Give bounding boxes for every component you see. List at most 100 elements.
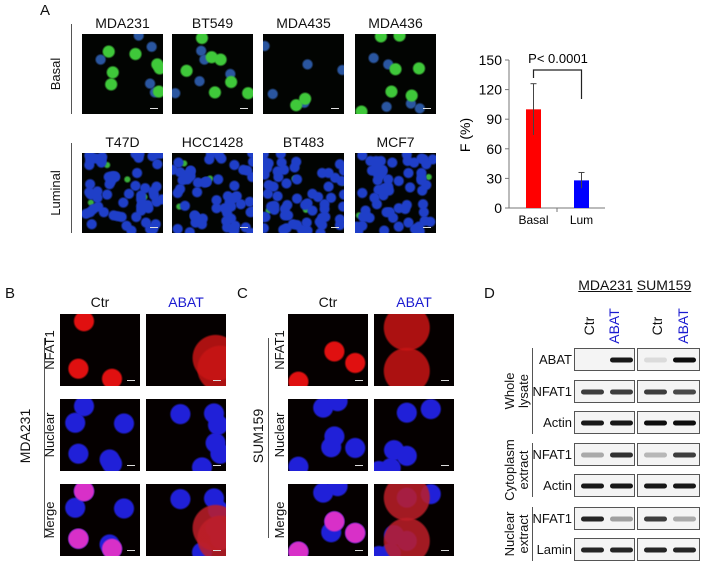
p-value-annotation: P< 0.0001 xyxy=(528,51,588,66)
micrograph xyxy=(82,153,163,233)
row-label: Luminal xyxy=(48,170,63,216)
bar-chart: 0 30 60 90 120 150 Basal Lum P< 0.0001 F (%) xyxy=(457,51,605,227)
fraction-label-line2: extract xyxy=(516,450,531,490)
western-blot xyxy=(574,443,635,466)
micrograph xyxy=(146,484,226,556)
divider xyxy=(71,143,72,233)
micrograph xyxy=(374,314,454,386)
protein-band xyxy=(644,420,667,425)
condition-label: ABAT xyxy=(168,294,204,310)
row-label: Basal xyxy=(48,57,63,91)
micrograph xyxy=(60,314,140,386)
y-tick-label: 120 xyxy=(479,82,503,98)
protein-band xyxy=(610,420,633,425)
protein-band xyxy=(581,547,604,552)
y-tick-label: 150 xyxy=(479,52,503,68)
divider xyxy=(44,338,45,538)
significance-bracket xyxy=(532,69,583,99)
lane-label: ABAT xyxy=(606,308,622,344)
bar xyxy=(574,180,589,208)
western-blot xyxy=(574,507,635,530)
panel-label-b: B xyxy=(5,285,16,302)
western-blot xyxy=(574,474,635,497)
cell-line-label: HCC1428 xyxy=(181,134,244,150)
y-tick-label: 60 xyxy=(486,141,502,157)
cell-line-label: T47D xyxy=(105,134,140,150)
protein-band xyxy=(644,516,667,521)
blot-label: Lamin xyxy=(536,542,572,557)
divider xyxy=(532,507,533,561)
protein-band xyxy=(644,357,667,362)
protein-band xyxy=(610,547,633,552)
cell-line-label: BT483 xyxy=(282,134,325,150)
y-axis-label: F (%) xyxy=(457,118,473,152)
protein-band xyxy=(610,516,633,521)
protein-band xyxy=(673,420,696,425)
micrograph xyxy=(355,34,436,114)
western-blot xyxy=(637,538,700,561)
western-blot xyxy=(574,348,635,371)
channel-label: NFAT1 xyxy=(272,330,287,370)
channel-label: Nuclear xyxy=(42,412,57,458)
micrograph xyxy=(374,484,454,556)
protein-band xyxy=(610,483,633,488)
micrograph xyxy=(288,314,368,386)
protein-band xyxy=(581,420,604,425)
micrograph xyxy=(172,34,253,114)
panel-label-d: D xyxy=(484,285,495,302)
micrograph xyxy=(60,484,140,556)
protein-band xyxy=(610,452,633,457)
western-blot xyxy=(637,348,700,371)
protein-band xyxy=(581,357,604,362)
cell-line-header: SUM159 xyxy=(636,277,692,293)
protein-band xyxy=(581,452,604,457)
micrograph xyxy=(263,34,344,114)
fraction-label-line2: extract xyxy=(516,514,531,554)
channel-label: Merge xyxy=(272,501,287,539)
cell-line-label: BT549 xyxy=(191,15,234,31)
channel-label: NFAT1 xyxy=(42,330,57,370)
cell-line-label: MDA231 xyxy=(17,408,33,464)
condition-label: Ctr xyxy=(318,294,338,310)
cell-line-label: MDA436 xyxy=(368,15,423,31)
micrograph xyxy=(263,153,344,233)
western-blot xyxy=(637,380,700,403)
y-tick-label: 30 xyxy=(486,170,502,186)
protein-band xyxy=(644,389,667,394)
protein-band xyxy=(581,516,604,521)
condition-label: ABAT xyxy=(396,294,432,310)
cell-line-label: MDA231 xyxy=(95,15,150,31)
cell-line-label: MCF7 xyxy=(376,134,415,150)
cell-line-header: MDA231 xyxy=(578,277,633,293)
micrograph xyxy=(60,399,140,471)
channel-label: Nuclear xyxy=(272,412,287,458)
condition-label: Ctr xyxy=(90,294,110,310)
lane-label: Ctr xyxy=(581,316,597,336)
protein-band xyxy=(644,547,667,552)
western-blot xyxy=(574,411,635,434)
protein-band xyxy=(644,483,667,488)
cell-line-label: MDA435 xyxy=(276,15,331,31)
bar xyxy=(526,109,541,208)
blot-label: NFAT1 xyxy=(532,384,573,399)
protein-band xyxy=(673,357,696,362)
blot-label: ABAT xyxy=(539,352,572,367)
micrograph xyxy=(146,399,226,471)
protein-band xyxy=(581,389,604,394)
y-tick-label: 0 xyxy=(494,200,502,216)
protein-band xyxy=(673,516,696,521)
protein-band xyxy=(581,483,604,488)
western-blot xyxy=(637,507,700,530)
x-tick-label: Lum xyxy=(570,213,593,227)
fraction-label-line2: lysate xyxy=(516,374,531,408)
panel-label-a: A xyxy=(40,2,51,19)
protein-band xyxy=(673,452,696,457)
blot-label: Actin xyxy=(543,415,572,430)
western-blot xyxy=(574,538,635,561)
western-blot xyxy=(637,411,700,434)
fraction-label-line1: Nuclear xyxy=(502,511,517,557)
western-blot xyxy=(574,380,635,403)
panel-label-c: C xyxy=(237,285,248,302)
micrograph xyxy=(82,34,163,114)
divider xyxy=(71,24,72,114)
